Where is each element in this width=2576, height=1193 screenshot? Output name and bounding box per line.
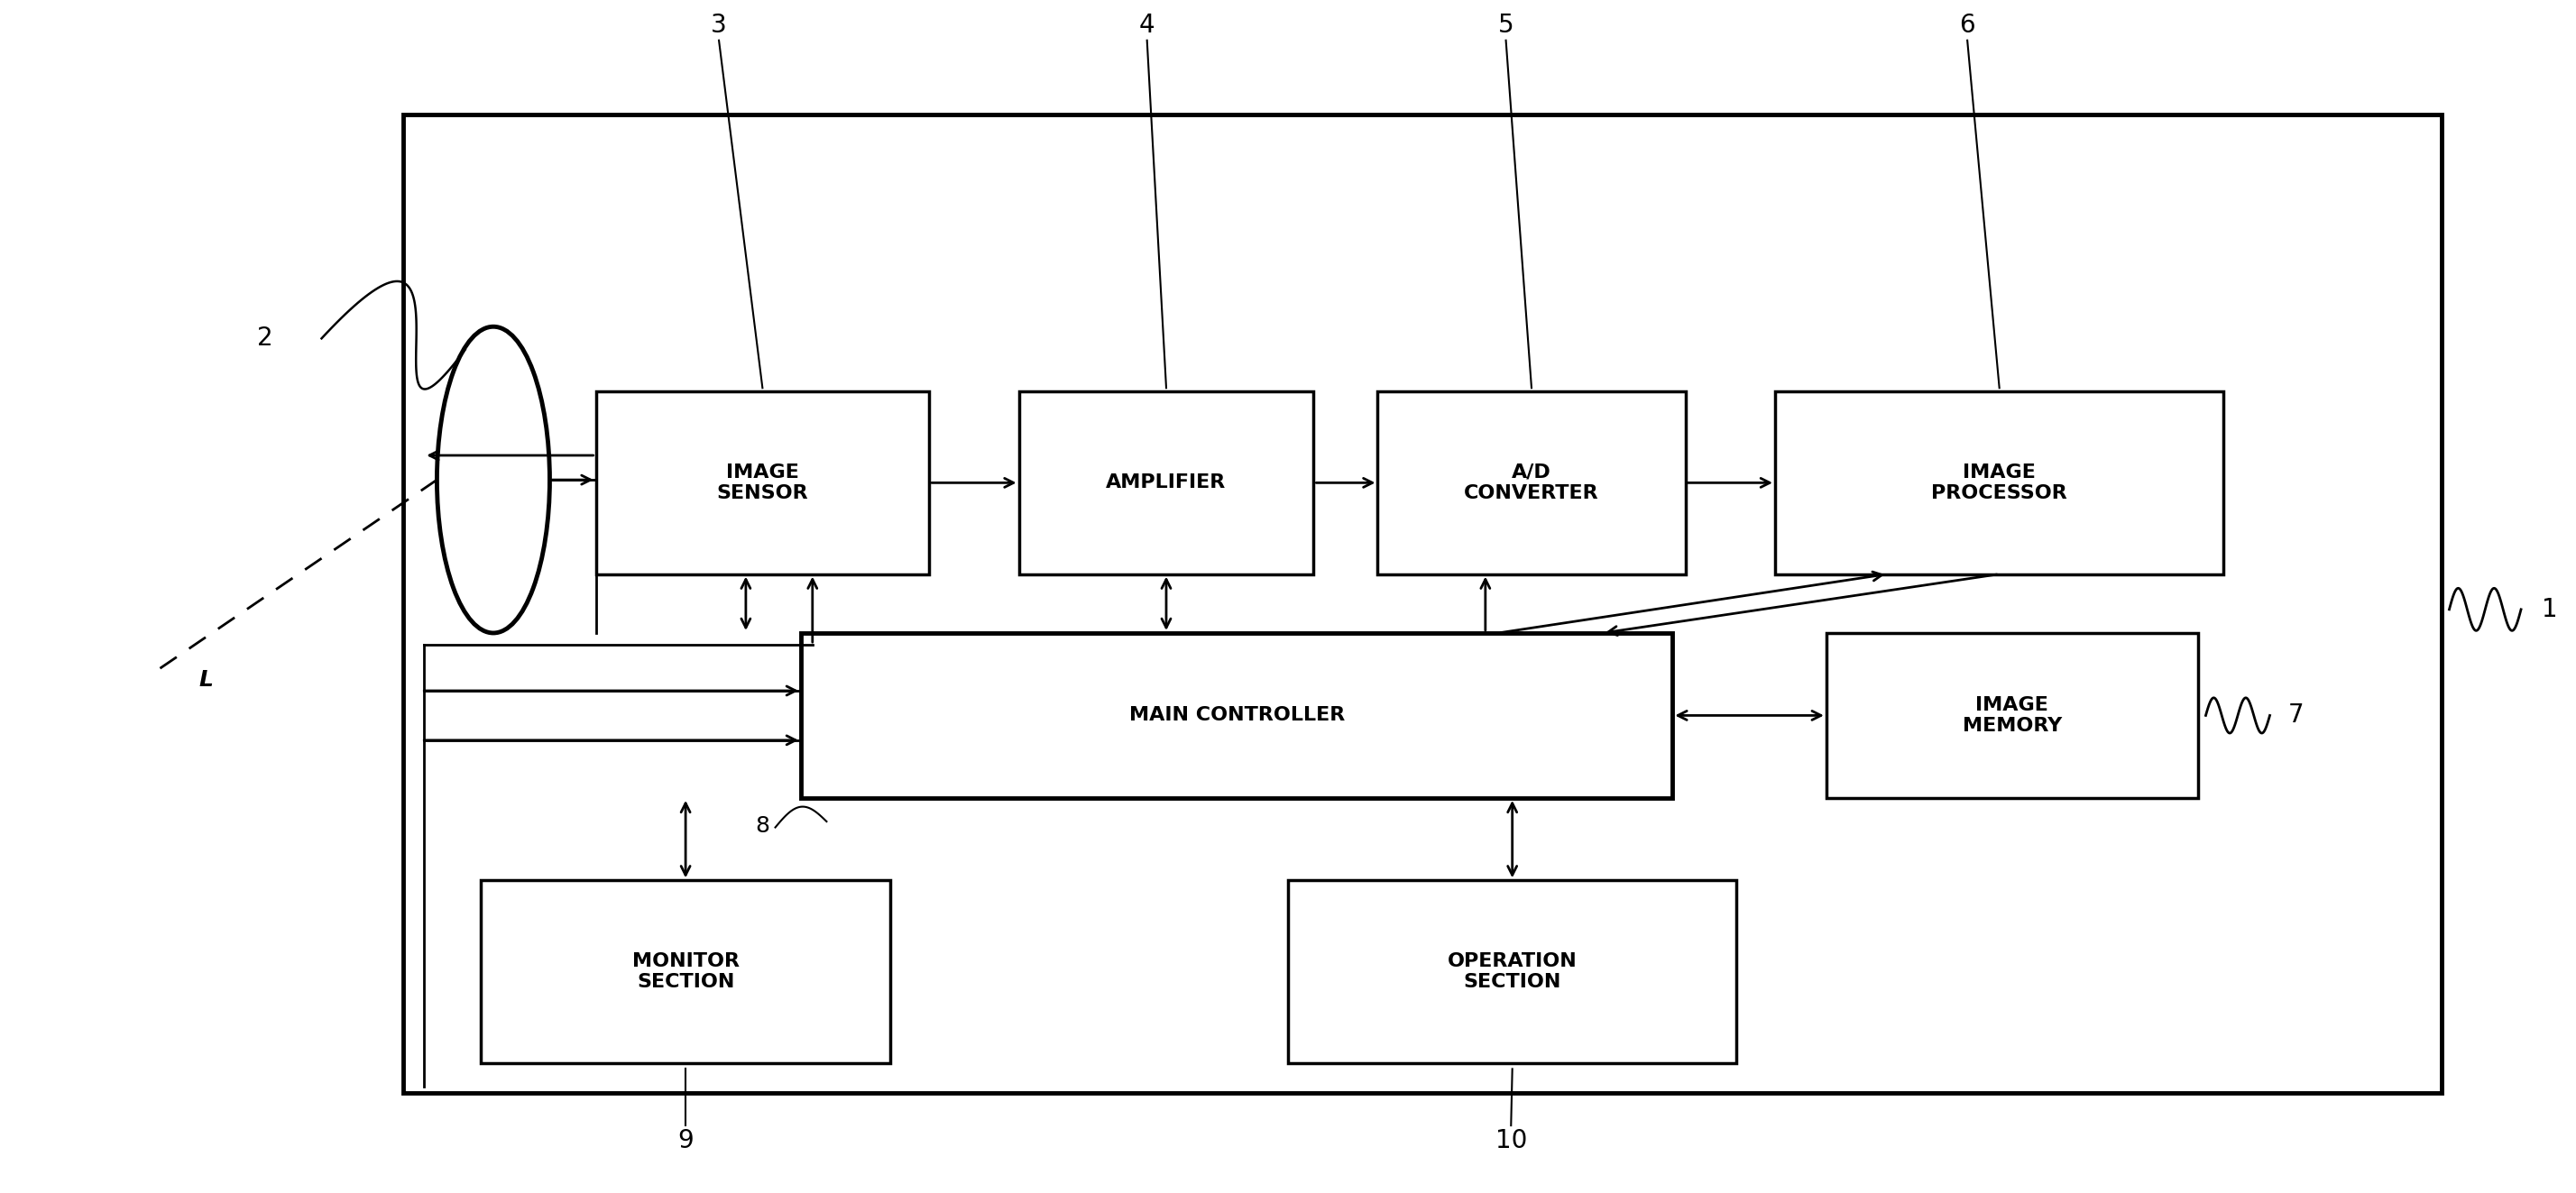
Bar xyxy=(801,633,1672,798)
Text: 6: 6 xyxy=(1960,13,1976,38)
Text: MAIN CONTROLLER: MAIN CONTROLLER xyxy=(1128,706,1345,724)
Bar xyxy=(1378,391,1685,574)
Bar xyxy=(1288,880,1736,1063)
Text: L: L xyxy=(198,669,214,691)
Text: 2: 2 xyxy=(258,326,273,351)
Bar xyxy=(404,115,2442,1093)
Text: 9: 9 xyxy=(677,1127,693,1154)
Bar xyxy=(1020,391,1314,574)
Text: IMAGE
PROCESSOR: IMAGE PROCESSOR xyxy=(1932,463,2069,502)
Text: IMAGE
MEMORY: IMAGE MEMORY xyxy=(1963,696,2061,735)
Text: 1: 1 xyxy=(2543,596,2558,622)
Text: IMAGE
SENSOR: IMAGE SENSOR xyxy=(716,463,809,502)
Ellipse shape xyxy=(438,327,549,633)
Text: A/D
CONVERTER: A/D CONVERTER xyxy=(1463,463,1600,502)
Bar xyxy=(482,880,891,1063)
Text: 5: 5 xyxy=(1499,13,1515,38)
Text: 8: 8 xyxy=(755,816,770,837)
Bar xyxy=(1775,391,2223,574)
Text: 10: 10 xyxy=(1494,1127,1528,1154)
Text: 7: 7 xyxy=(2287,703,2303,728)
Text: OPERATION
SECTION: OPERATION SECTION xyxy=(1448,952,1577,991)
Text: AMPLIFIER: AMPLIFIER xyxy=(1105,474,1226,492)
Text: MONITOR
SECTION: MONITOR SECTION xyxy=(631,952,739,991)
Text: 4: 4 xyxy=(1139,13,1154,38)
Bar xyxy=(595,391,930,574)
Text: 3: 3 xyxy=(711,13,726,38)
Bar xyxy=(1826,633,2197,798)
